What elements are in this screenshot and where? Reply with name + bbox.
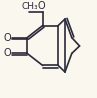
Text: O: O [3,48,11,58]
Text: O: O [3,33,11,43]
Text: O: O [38,1,45,11]
Text: CH₃: CH₃ [22,2,38,11]
